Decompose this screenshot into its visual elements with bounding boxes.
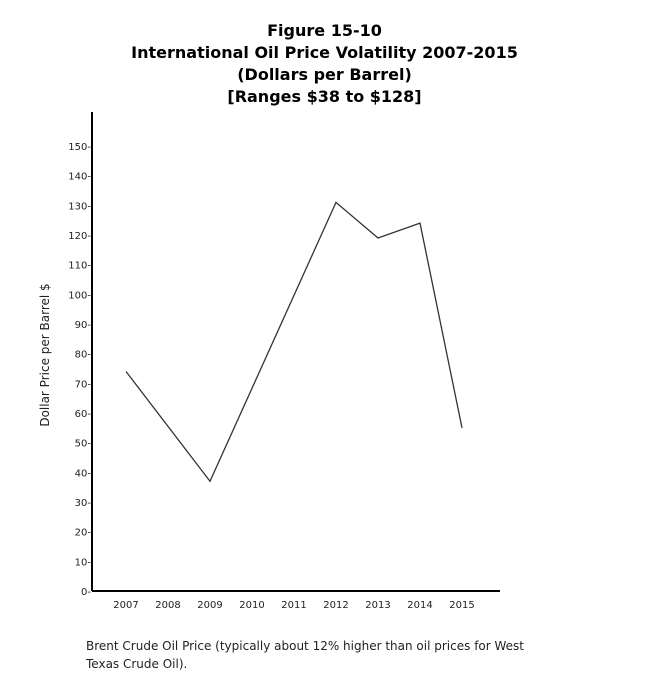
y-tick-label: 30- xyxy=(75,498,92,509)
x-tick-label: 2009 xyxy=(197,600,222,611)
y-tick-label: 0- xyxy=(81,587,91,598)
y-tick-label: 100- xyxy=(68,290,91,301)
x-tick-label: 2007 xyxy=(113,600,138,611)
y-tick-label: 80- xyxy=(75,350,92,361)
chart-title-block: Figure 15-10 International Oil Price Vol… xyxy=(0,20,649,108)
chart-title: International Oil Price Volatility 2007-… xyxy=(131,43,518,62)
y-tick-label: 140- xyxy=(68,172,91,183)
y-tick-label: 90- xyxy=(75,320,92,331)
chart-axes xyxy=(91,112,500,592)
x-tick-label: 2014 xyxy=(407,600,432,611)
y-tick-label: 110- xyxy=(68,261,91,272)
y-tick-label: 120- xyxy=(68,231,91,242)
chart-caption: Brent Crude Oil Price (typically about 1… xyxy=(86,639,525,671)
y-tick-label: 40- xyxy=(75,468,92,479)
series-lines xyxy=(125,201,463,483)
series-line xyxy=(125,201,463,483)
x-tick-label: 2008 xyxy=(155,600,180,611)
y-tick-label: 130- xyxy=(68,201,91,212)
y-axis-ticks: 0- 10- 20- 30- 40- 50- 60- 70- 80- 90- 100- 110- 120… xyxy=(68,142,91,598)
y-tick-label: 10- xyxy=(75,557,92,568)
chart-subtitle: (Dollars per Barrel) xyxy=(237,65,412,84)
x-tick-label: 2012 xyxy=(323,600,348,611)
y-tick-label: 70- xyxy=(75,379,92,390)
x-tick-label: 2010 xyxy=(239,600,264,611)
x-tick-label: 2015 xyxy=(449,600,474,611)
y-tick-label: 150- xyxy=(68,142,91,153)
y-tick-label: 60- xyxy=(75,409,92,420)
x-tick-label: 2013 xyxy=(365,600,390,611)
range-note: [Ranges $38 to $128] xyxy=(227,87,422,106)
y-axis-label: Dollar Price per Barrel $ xyxy=(38,283,52,426)
x-axis-ticks: 2007 2008 2009 2010 2011 2012 2013 2014 2015 xyxy=(113,600,474,611)
figure-label: Figure 15-10 xyxy=(267,21,382,40)
y-tick-label: 50- xyxy=(75,439,92,450)
x-tick-label: 2011 xyxy=(281,600,306,611)
y-tick-label: 20- xyxy=(75,528,92,539)
